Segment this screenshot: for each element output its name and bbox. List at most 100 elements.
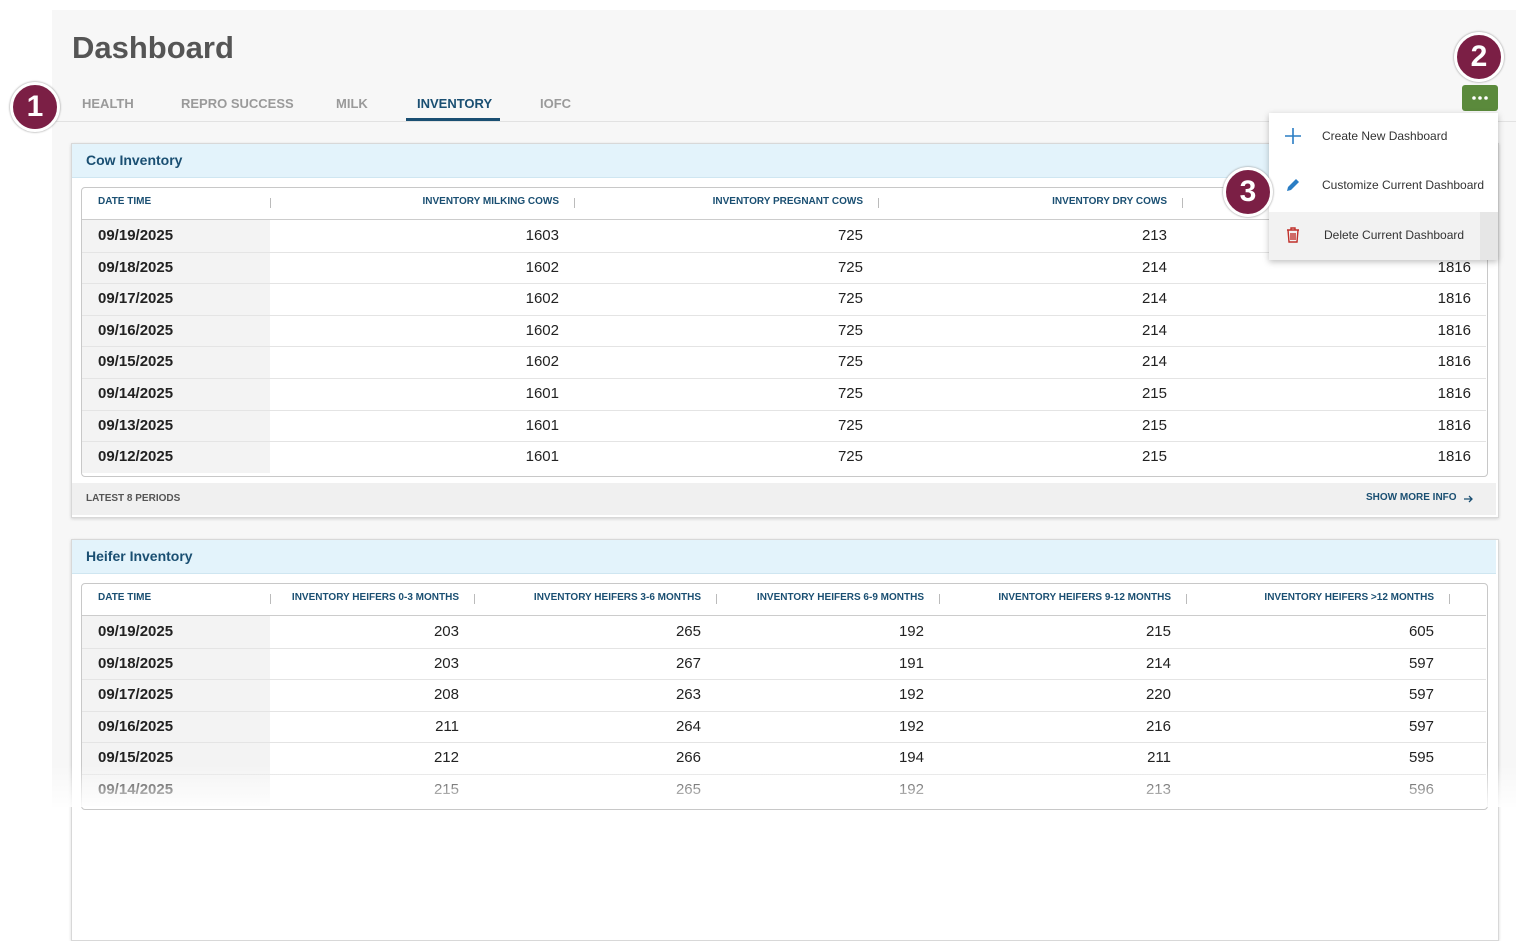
tab[interactable]: IOFC xyxy=(540,96,572,111)
header-divider xyxy=(82,615,1486,616)
cell: 265 xyxy=(675,623,701,640)
fade xyxy=(52,765,1516,807)
menu-item[interactable]: Delete Current Dashboard xyxy=(1324,228,1465,242)
cell: 1602 xyxy=(525,321,559,339)
dots-icon xyxy=(1472,96,1488,100)
cell: 192 xyxy=(898,686,924,704)
footer-note: LATEST 8 PERIODS xyxy=(86,493,181,504)
cell: 203 xyxy=(433,623,459,640)
column-header: INVENTORY HEIFERS 0-3 MONTHS xyxy=(291,592,459,603)
menu-hover xyxy=(1269,212,1480,260)
tab[interactable]: REPRO SUCCESS xyxy=(181,96,294,111)
cell: 09/19/2025 xyxy=(98,623,174,640)
cell: 725 xyxy=(837,290,863,308)
cell: 1816 xyxy=(1437,385,1471,402)
menu-item[interactable]: Customize Current Dashboard xyxy=(1322,178,1485,192)
cell: 214 xyxy=(1141,353,1167,371)
tab[interactable]: HEALTH xyxy=(82,96,134,111)
cell: 266 xyxy=(675,749,701,767)
cell: 605 xyxy=(1408,623,1434,640)
column-separator xyxy=(878,198,879,208)
cell: 215 xyxy=(1141,448,1167,466)
cell: 211 xyxy=(435,717,459,735)
callout: 1 xyxy=(10,82,60,132)
column-separator xyxy=(574,198,575,208)
cell: 09/15/2025 xyxy=(98,749,174,767)
cell: 09/17/2025 xyxy=(98,686,174,704)
cell: 212 xyxy=(433,749,459,767)
column-header: INVENTORY HEIFERS 6-9 MONTHS xyxy=(756,592,924,603)
cell: 725 xyxy=(837,385,863,402)
card-footer xyxy=(72,483,1496,515)
column-header: DATE TIME xyxy=(98,592,152,603)
cell: 595 xyxy=(1408,749,1434,767)
cell: 1816 xyxy=(1437,416,1471,434)
cell: 214 xyxy=(1141,290,1167,308)
callout: 3 xyxy=(1223,167,1273,217)
cell: 1816 xyxy=(1437,448,1471,466)
card-title: Cow Inventory xyxy=(86,152,183,168)
row-divider xyxy=(82,251,1486,253)
cell: 725 xyxy=(837,353,863,371)
row-divider xyxy=(82,742,1486,744)
cell: 263 xyxy=(675,686,701,704)
cell: 192 xyxy=(898,717,924,735)
column-separator xyxy=(1449,594,1450,604)
cell: 1601 xyxy=(525,385,559,402)
column-separator xyxy=(1186,594,1187,604)
cell: 09/15/2025 xyxy=(98,353,174,371)
row-divider xyxy=(82,441,1486,443)
menu-icon xyxy=(1283,175,1303,195)
cell: 208 xyxy=(433,686,459,704)
cell: 725 xyxy=(837,416,863,434)
show-more-link[interactable]: SHOW MORE INFO xyxy=(1366,492,1457,503)
cell: 1816 xyxy=(1437,290,1471,308)
column-header: INVENTORY HEIFERS 3-6 MONTHS xyxy=(533,592,701,603)
row-divider xyxy=(82,710,1486,712)
cell: 267 xyxy=(675,654,701,672)
more-button[interactable] xyxy=(1462,85,1498,111)
cell: 09/16/2025 xyxy=(98,717,174,735)
tab-underline xyxy=(406,118,500,121)
cell: 1816 xyxy=(1437,321,1471,339)
column-separator xyxy=(939,594,940,604)
row-divider xyxy=(82,283,1486,285)
cell: 194 xyxy=(898,749,924,767)
menu-item[interactable]: Create New Dashboard xyxy=(1322,129,1448,143)
cell: 1816 xyxy=(1437,353,1471,371)
cell: 1602 xyxy=(525,353,559,371)
row-divider xyxy=(82,314,1486,316)
cell: 09/14/2025 xyxy=(98,385,174,402)
header-divider xyxy=(82,219,1486,220)
callout: 2 xyxy=(1454,32,1504,82)
cell: 214 xyxy=(1145,654,1171,672)
card-header xyxy=(72,540,1496,574)
row-divider xyxy=(82,647,1486,649)
menu-icon xyxy=(1283,225,1303,245)
row-divider xyxy=(82,679,1486,681)
tab[interactable]: INVENTORY xyxy=(417,96,493,111)
cell: 09/16/2025 xyxy=(98,321,174,339)
menu-icon xyxy=(1283,126,1303,146)
cell: 1601 xyxy=(525,416,559,434)
tab[interactable]: MILK xyxy=(336,96,368,111)
cell: 1603 xyxy=(525,227,559,244)
cell: 1601 xyxy=(525,448,559,466)
column-separator xyxy=(270,198,271,208)
column-header: INVENTORY PREGNANT COWS xyxy=(712,196,863,207)
cell: 191 xyxy=(898,654,924,672)
cell: 214 xyxy=(1141,321,1167,339)
column-header: INVENTORY DRY COWS xyxy=(1052,196,1167,207)
tab-divider xyxy=(52,121,1516,122)
column-separator xyxy=(716,594,717,604)
column-separator xyxy=(1182,198,1183,208)
column-separator xyxy=(474,594,475,604)
cell: 725 xyxy=(837,258,863,276)
cell: 597 xyxy=(1408,717,1434,735)
column-header: INVENTORY HEIFERS 9-12 MONTHS xyxy=(998,592,1171,603)
table xyxy=(81,187,1488,477)
cell: 211 xyxy=(1147,749,1171,767)
page: Dashboard HEALTH REPRO SUCCESS MILK INVENTO… xyxy=(10,30,1516,941)
column-header: INVENTORY HEIFERS >12 MONTHS xyxy=(1264,592,1434,603)
row-divider xyxy=(82,346,1486,348)
